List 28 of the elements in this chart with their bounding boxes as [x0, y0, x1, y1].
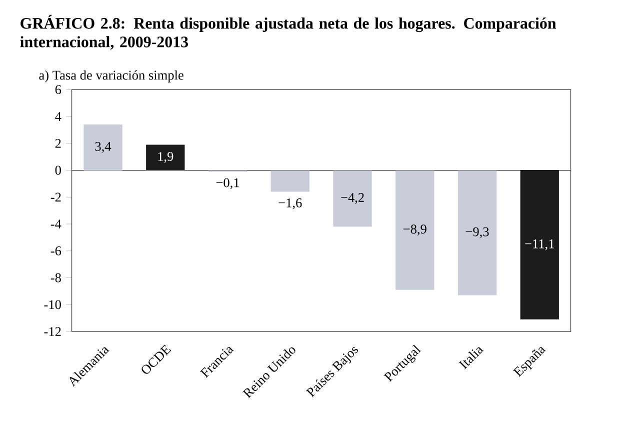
y-tick-label: -10	[44, 300, 61, 309]
y-tick-label: -6	[50, 246, 62, 256]
y-tick-label: -4	[50, 219, 62, 228]
data-label: 3,4	[95, 142, 112, 153]
y-tick-label: 2	[55, 138, 61, 148]
data-label: −9,3	[466, 227, 489, 238]
y-tick-label: 4	[55, 112, 62, 121]
bar	[146, 144, 185, 170]
bar	[520, 170, 559, 320]
chart-title: GRÁFICO 2.8: Renta disponible ajustada neta de los hogares. Comparación internacional, 2009-2013	[20, 14, 556, 50]
bar	[333, 170, 372, 227]
y-tick-label: 0	[55, 166, 61, 175]
bar	[270, 170, 310, 192]
data-label: −1,6	[278, 198, 302, 210]
data-label: −4,2	[341, 192, 364, 204]
y-tick-label: -2	[50, 192, 61, 202]
data-label: −0,1	[216, 178, 240, 189]
y-tick-label: -8	[50, 273, 61, 282]
y-tick-label: -12	[44, 327, 61, 336]
data-label: −11,1	[525, 239, 554, 250]
y-tick-label: 6	[55, 85, 62, 94]
bar	[396, 170, 434, 290]
data-label: −8,9	[404, 224, 426, 236]
data-label: 1,9	[158, 152, 174, 163]
x-tick-label: Italia	[458, 347, 484, 370]
bar	[458, 170, 497, 296]
chart-subtitle: a) Tasa de variación simple	[39, 70, 184, 82]
bar	[84, 124, 122, 170]
